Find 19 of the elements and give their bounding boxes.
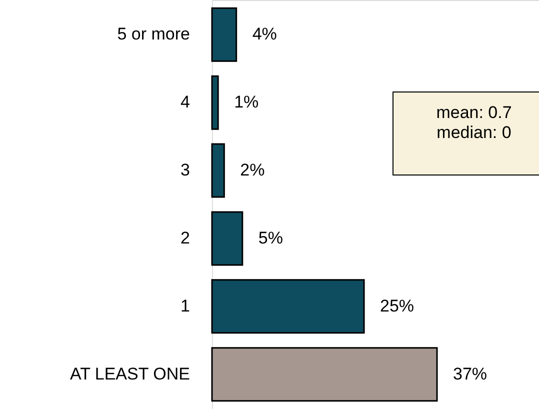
bar xyxy=(211,143,225,198)
data-label: 1% xyxy=(234,92,259,112)
y-tick-label: 1 xyxy=(180,296,190,316)
bar xyxy=(211,75,219,130)
data-label: 5% xyxy=(258,228,283,248)
y-tick-label: 2 xyxy=(180,228,190,248)
bar xyxy=(211,7,238,62)
data-label: 37% xyxy=(453,364,488,384)
y-tick-label: 3 xyxy=(180,160,190,180)
bar xyxy=(211,279,365,334)
y-tick-label: AT LEAST ONE xyxy=(70,364,190,384)
y-tick-label: 5 or more xyxy=(117,24,190,44)
y-tick-label: 4 xyxy=(180,92,190,112)
annotation: mean: 0.7 median: 0 xyxy=(436,103,512,142)
data-label: 25% xyxy=(380,296,414,316)
bar xyxy=(211,211,244,266)
data-label: 4% xyxy=(252,24,277,44)
bar xyxy=(211,347,438,402)
data-label: 2% xyxy=(240,160,265,180)
